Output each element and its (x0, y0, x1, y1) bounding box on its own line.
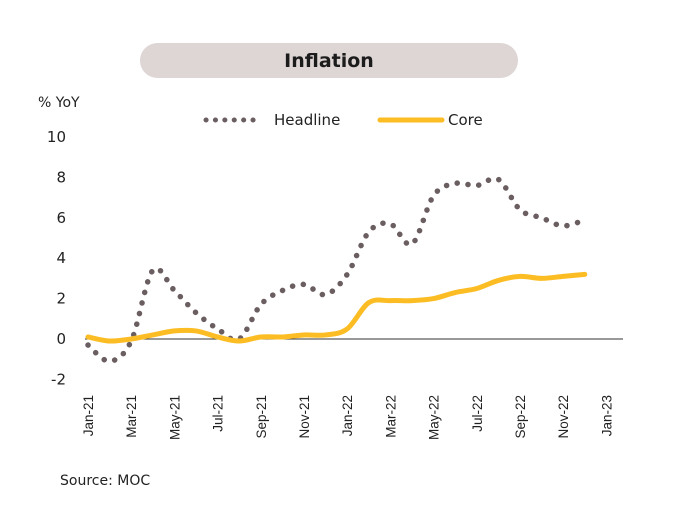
y-tick-label: 0 (56, 330, 66, 348)
x-tick-label: Jul-22 (470, 395, 485, 432)
y-tick-labels: 10 8 6 4 2 0 -2 (47, 128, 66, 388)
series-core (85, 271, 588, 344)
core-point (540, 276, 544, 280)
source-note: Source: MOC (60, 473, 151, 489)
headline-point (475, 183, 479, 187)
headline-point (280, 289, 284, 293)
core-point (583, 272, 587, 276)
x-tick-label: Sep-22 (513, 395, 528, 439)
x-tick-label: Mar-22 (383, 395, 398, 438)
x-tick-label: Mar-21 (124, 395, 139, 438)
x-tick-label: Jan-22 (340, 395, 355, 436)
legend-core-label: Core (448, 111, 483, 129)
x-tick-label: May-22 (427, 395, 442, 440)
core-point (324, 333, 328, 337)
headline-point (561, 224, 565, 228)
y-axis-label: % YoY (38, 95, 80, 111)
series-layer (85, 175, 588, 364)
headline-point (410, 242, 414, 246)
core-point (453, 291, 457, 295)
core-point (259, 335, 263, 339)
core-point (410, 299, 414, 303)
x-tick-label: Jan-23 (599, 395, 614, 436)
core-point (280, 335, 284, 339)
legend: Headline Core (203, 111, 483, 129)
legend-headline-label: Headline (274, 111, 340, 129)
core-point (496, 278, 500, 282)
headline-point (86, 343, 90, 347)
headline-point (108, 359, 112, 363)
headline-point (367, 230, 371, 234)
y-tick-label: 6 (56, 209, 66, 227)
core-point (518, 274, 522, 278)
core-point (129, 337, 133, 341)
headline-point (345, 272, 349, 276)
core-point (475, 287, 479, 291)
core-line (85, 271, 588, 344)
headline-point (194, 311, 198, 315)
headline-point (453, 181, 457, 185)
headline-point (583, 218, 587, 222)
core-point (432, 297, 436, 301)
core-point (216, 335, 220, 339)
headline-point (259, 303, 263, 307)
headline-point (172, 289, 176, 293)
x-tick-label: Nov-21 (297, 395, 312, 439)
core-point (345, 327, 349, 331)
y-tick-label: 10 (47, 128, 66, 146)
headline-point (496, 177, 500, 181)
headline-point (216, 327, 220, 331)
x-tick-label: May-21 (167, 395, 182, 440)
core-point (151, 333, 155, 337)
headline-point (518, 208, 522, 212)
headline-point (432, 194, 436, 198)
core-point (302, 333, 306, 337)
core-point (367, 301, 371, 305)
headline-point (388, 222, 392, 226)
y-tick-label: -2 (51, 370, 66, 388)
x-tick-label: Nov-22 (556, 395, 571, 439)
y-tick-label: 4 (56, 249, 66, 267)
headline-point (324, 293, 328, 297)
core-point (108, 339, 112, 343)
core-point (86, 335, 90, 339)
chart-title-pill: Inflation (140, 43, 518, 78)
y-tick-label: 8 (56, 168, 66, 186)
core-point (194, 329, 198, 333)
headline-line (85, 175, 588, 364)
x-tick-label: Sep-21 (254, 395, 269, 439)
x-tick-label: Jan-21 (81, 395, 96, 436)
headline-point (151, 268, 155, 272)
core-point (172, 329, 176, 333)
headline-point (540, 216, 544, 220)
x-tick-labels: Jan-21 Mar-21 May-21 Jul-21 Sep-21 Nov-21 Jan-… (81, 395, 614, 440)
core-point (388, 299, 392, 303)
y-tick-label: 2 (56, 290, 66, 308)
chart-title: Inflation (284, 49, 374, 72)
core-point (561, 274, 565, 278)
headline-point (302, 282, 306, 286)
core-point (237, 339, 241, 343)
series-headline (85, 175, 588, 364)
x-tick-label: Jul-21 (211, 395, 226, 432)
